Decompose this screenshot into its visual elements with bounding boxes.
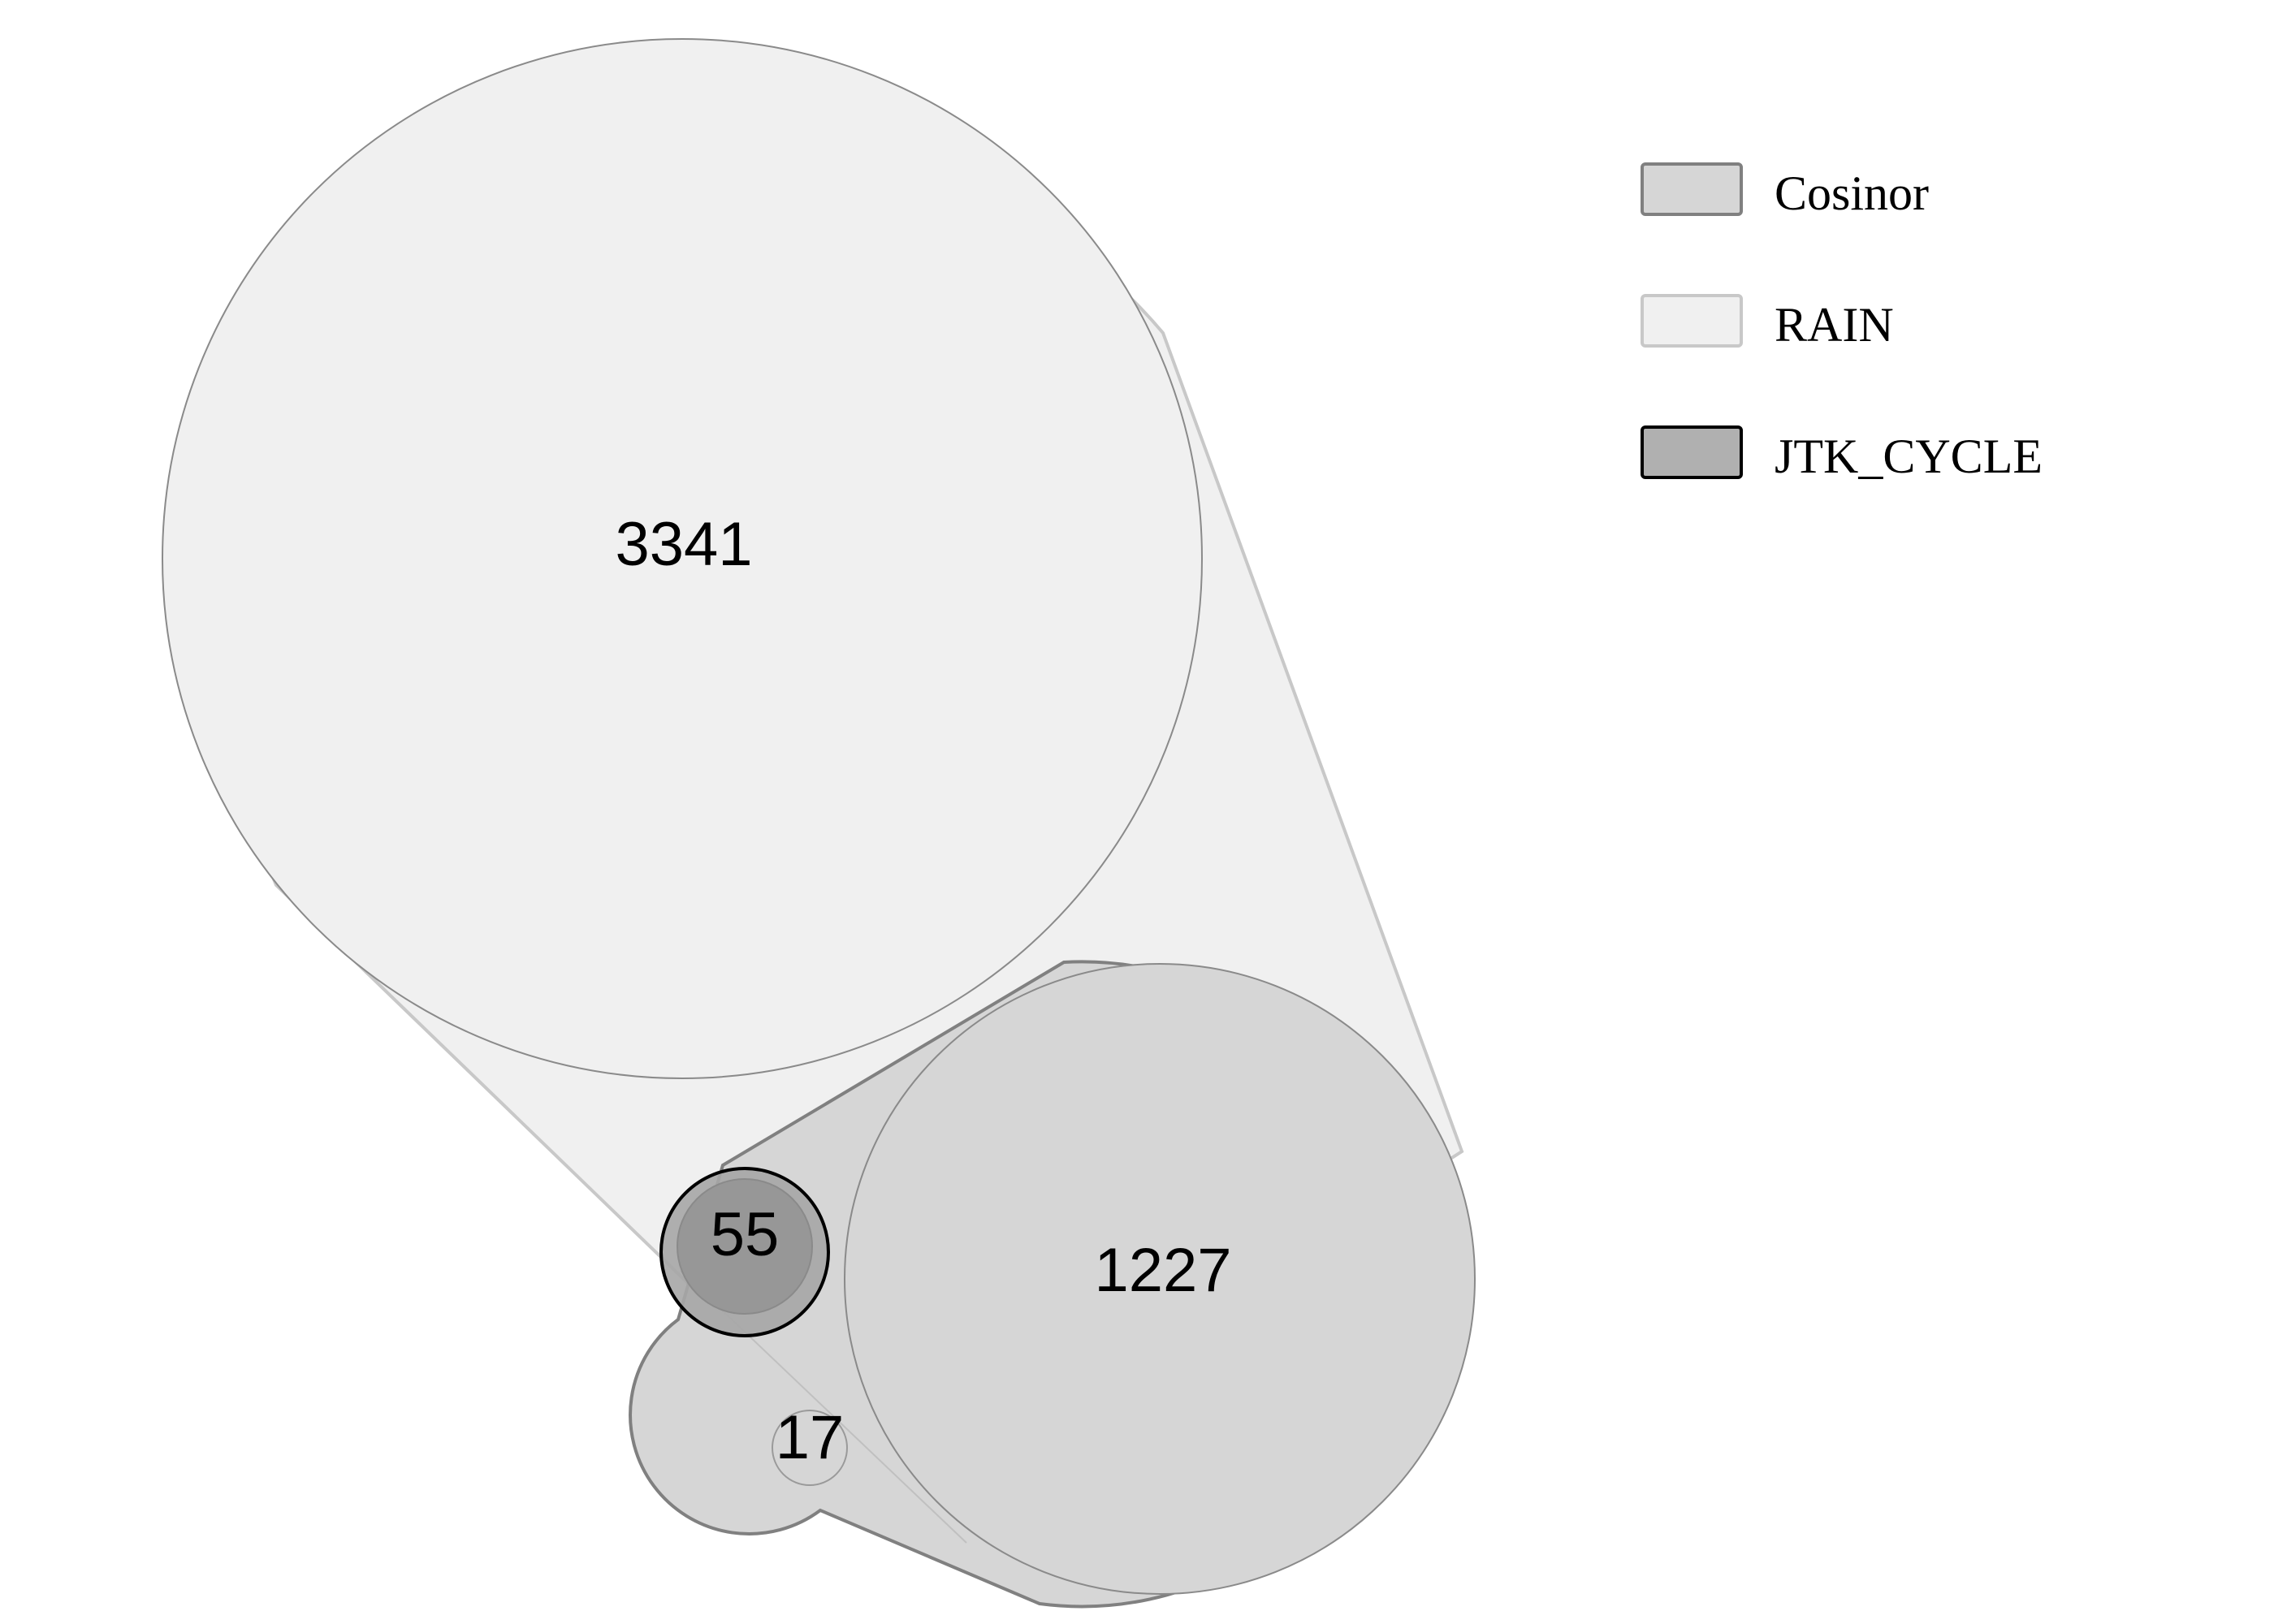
legend-label-jtk: JTK_CYCLE (1775, 430, 2043, 483)
rain-region-circle (162, 38, 1203, 1079)
jtk-inner-circle (677, 1178, 813, 1315)
legend-swatch-cosinor (1641, 162, 1743, 216)
legend-swatch-rain (1641, 294, 1743, 348)
region-count-jtk: 55 (711, 1200, 780, 1269)
legend: Cosinor RAIN JTK_CYCLE (1641, 162, 2043, 483)
small-region-circle (772, 1410, 848, 1486)
legend-label-cosinor: Cosinor (1775, 166, 1929, 220)
legend-label-rain: RAIN (1775, 298, 1894, 352)
region-count-small: 17 (776, 1403, 845, 1472)
region-count-rain: 3341 (615, 510, 752, 579)
legend-swatch-jtk (1641, 425, 1743, 479)
cosinor-region-circle (844, 963, 1476, 1595)
region-count-cosinor: 1227 (1094, 1236, 1231, 1305)
